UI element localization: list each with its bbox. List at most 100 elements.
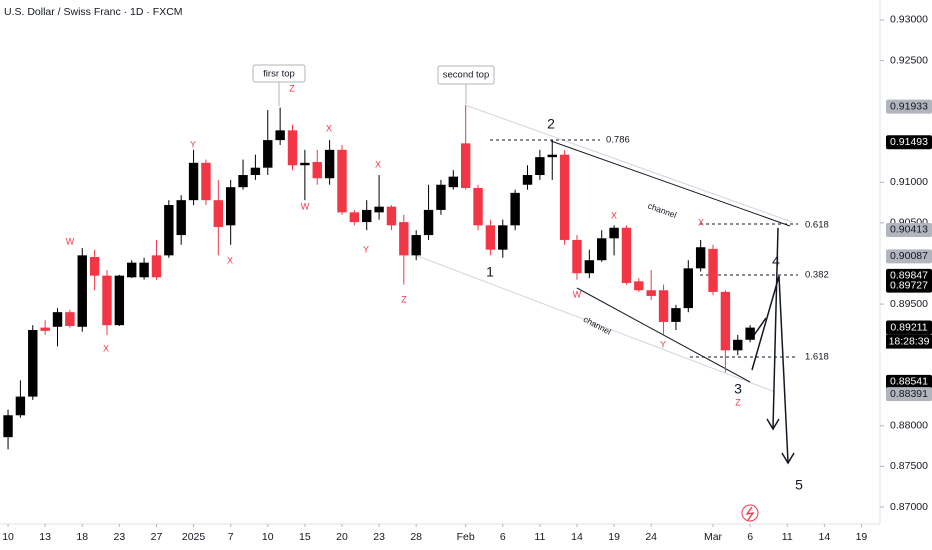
candle-body (485, 225, 496, 250)
wave-number: 3 (734, 381, 742, 397)
wave-letter: Y (363, 244, 369, 254)
price-label-box (886, 374, 932, 389)
projection-line (751, 275, 789, 463)
symbol-title: U.S. Dollar / Swiss Franc · 1D · FXCM (4, 6, 183, 18)
arrowhead (766, 418, 780, 431)
fib-label: 0.618 (805, 220, 829, 231)
candle-body (139, 262, 149, 278)
x-tick-label: 14 (571, 531, 583, 543)
candle-body (213, 200, 223, 227)
candle-body (547, 154, 557, 158)
y-tick-label: 0.88000 (890, 420, 928, 432)
candle-body (683, 268, 693, 309)
candle-body (609, 227, 619, 239)
wave-number: 2 (547, 116, 555, 132)
candle-body (176, 200, 186, 236)
candle-body (275, 130, 285, 141)
wave-letter: X (375, 159, 381, 169)
candle-body (572, 239, 582, 274)
candle-body (597, 238, 607, 261)
candle-body (695, 247, 706, 269)
candle-body (250, 167, 261, 175)
x-tick-label: 28 (410, 531, 422, 543)
lightning-icon[interactable] (741, 504, 759, 522)
drawings (252, 64, 798, 465)
candle-body (423, 209, 434, 236)
candle-body (386, 206, 397, 226)
wave-letter: Y (660, 339, 666, 349)
x-tick-label: 19 (856, 531, 868, 543)
x-tick-label: 10 (262, 531, 274, 543)
channel-lower (576, 287, 751, 383)
wave-number: 1 (486, 264, 494, 280)
candle-body (498, 225, 508, 250)
y-tick-label: 0.92500 (890, 54, 928, 66)
wave-letter: X (611, 210, 617, 220)
candle-body (263, 140, 273, 168)
x-tick-label: 6 (747, 531, 753, 543)
fib-label: 0.786 (606, 135, 630, 146)
wave-letter: X (326, 123, 332, 133)
y-tick-label: 0.91000 (890, 176, 928, 188)
x-tick-label: 19 (608, 531, 620, 543)
x-tick-label: 15 (299, 531, 311, 543)
arrowhead (781, 452, 795, 465)
candle-body (436, 184, 446, 210)
fib-label: 0.382 (805, 270, 829, 281)
candle-body (646, 290, 656, 296)
x-tick-label: Mar (704, 531, 723, 543)
price-label: 0.88391 (890, 388, 928, 400)
candle-body (52, 312, 63, 327)
candle-body (300, 162, 310, 166)
candle-body (324, 149, 335, 179)
candle-body (287, 130, 298, 166)
candle-body (114, 275, 125, 326)
x-tick-label: 23 (114, 531, 126, 543)
price-label-box (886, 278, 932, 293)
outer-channel-upper (464, 104, 793, 223)
x-tick-label: 7 (228, 531, 234, 543)
candle-body (77, 255, 87, 327)
y-tick-label: 0.87500 (890, 460, 928, 472)
y-tick-label: 0.87000 (890, 501, 928, 513)
channel-upper (550, 140, 791, 227)
x-tick-label: 18 (76, 531, 88, 543)
wave-letter: W (301, 201, 310, 211)
annotation: firsr top (263, 69, 295, 80)
x-tick-label: 11 (534, 531, 545, 543)
x-tick-label: 13 (39, 531, 51, 543)
candle-body (102, 275, 112, 326)
candle-body (349, 212, 360, 223)
annotation: second top (443, 70, 489, 81)
x-tick-label: 27 (151, 531, 163, 543)
wave-letter: X (227, 255, 233, 265)
candle-body (164, 205, 174, 256)
price-label: 0.91933 (890, 100, 928, 112)
candle-body (188, 162, 199, 201)
wave-number: 4 (772, 253, 780, 269)
candle-body (720, 291, 731, 351)
price-label: 0.89727 (890, 279, 928, 291)
candle-body (448, 176, 458, 188)
candle-body (28, 330, 38, 397)
price-label-box (886, 387, 932, 402)
x-tick-label: 14 (818, 531, 830, 543)
candle-body (733, 339, 743, 351)
candle-body (362, 209, 372, 223)
candle-body (225, 187, 236, 226)
callout-box (252, 64, 306, 83)
x-tick-label: 2025 (182, 531, 206, 543)
fib-label: 1.618 (805, 352, 829, 363)
candle-body (337, 149, 347, 213)
y-tick-label: 0.93000 (890, 14, 928, 26)
wave-letter: Z (735, 397, 741, 407)
candle-body (411, 235, 421, 256)
price-label-box (886, 249, 932, 264)
candle-body (65, 312, 75, 326)
candle-body (201, 162, 211, 201)
candle-body (40, 327, 50, 331)
outer-channel-lower (414, 254, 776, 393)
wave-letter: X (698, 217, 704, 227)
x-tick-label: 20 (336, 531, 348, 543)
candle-body (535, 157, 545, 175)
